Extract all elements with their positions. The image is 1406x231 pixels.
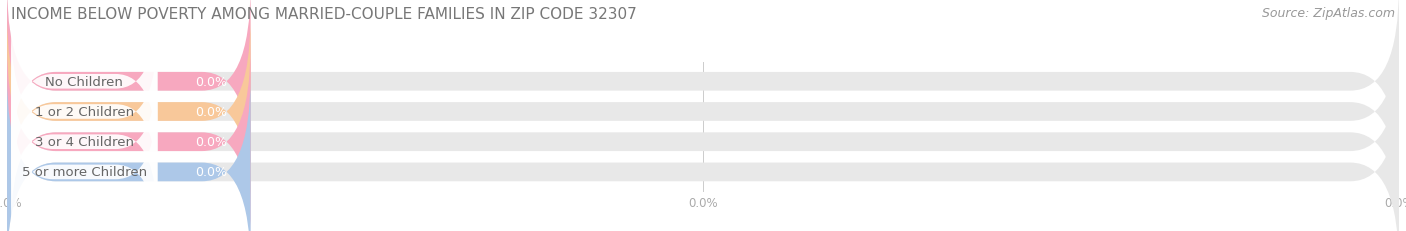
Text: 0.0%: 0.0% <box>195 106 226 119</box>
FancyBboxPatch shape <box>7 16 1399 208</box>
Text: INCOME BELOW POVERTY AMONG MARRIED-COUPLE FAMILIES IN ZIP CODE 32307: INCOME BELOW POVERTY AMONG MARRIED-COUPL… <box>11 7 637 22</box>
Text: No Children: No Children <box>45 76 124 88</box>
FancyBboxPatch shape <box>7 0 250 178</box>
FancyBboxPatch shape <box>11 89 157 231</box>
FancyBboxPatch shape <box>11 0 157 165</box>
Text: 5 or more Children: 5 or more Children <box>21 166 146 179</box>
Text: Source: ZipAtlas.com: Source: ZipAtlas.com <box>1261 7 1395 20</box>
Text: 0.0%: 0.0% <box>195 76 226 88</box>
FancyBboxPatch shape <box>11 29 157 195</box>
FancyBboxPatch shape <box>7 76 250 231</box>
FancyBboxPatch shape <box>7 0 1399 178</box>
FancyBboxPatch shape <box>7 76 1399 231</box>
FancyBboxPatch shape <box>7 46 250 231</box>
Text: 0.0%: 0.0% <box>195 136 226 149</box>
Text: 1 or 2 Children: 1 or 2 Children <box>35 106 134 119</box>
Text: 0.0%: 0.0% <box>195 166 226 179</box>
Text: 3 or 4 Children: 3 or 4 Children <box>35 136 134 149</box>
FancyBboxPatch shape <box>7 46 1399 231</box>
FancyBboxPatch shape <box>7 16 250 208</box>
FancyBboxPatch shape <box>11 59 157 225</box>
